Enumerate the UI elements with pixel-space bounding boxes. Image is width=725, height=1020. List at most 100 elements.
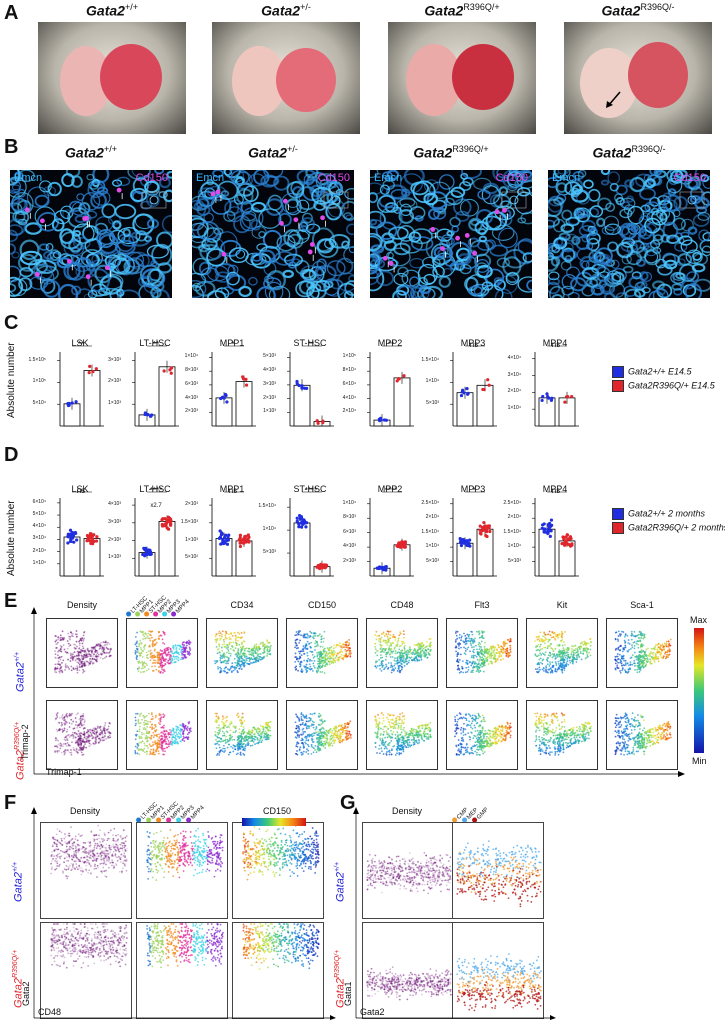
plot-title-st-hsc: ST-HSC <box>293 338 327 348</box>
pop-name: GMP <box>476 806 490 821</box>
dot-plot-mpp3 <box>450 491 497 577</box>
panel-label-a: A <box>4 2 19 24</box>
legend-swatch <box>612 508 624 520</box>
significance-mpp1: ns <box>228 486 238 495</box>
genotype-title-b-2-sup: R396Q/+ <box>452 144 489 154</box>
genotype-title-a-3-sup: R396Q/- <box>640 2 675 12</box>
dot-plot-st-hsc <box>287 345 334 427</box>
trimap-0-1 <box>126 618 198 688</box>
dot-plot-lt-hsc <box>132 491 179 577</box>
genotype-title-a-3-base: Gata2 <box>601 2 641 19</box>
dot-plot-mpp4 <box>532 345 579 427</box>
y-tick-label: 1.5×10⁴ <box>421 528 439 535</box>
y-tick-label: 1.5×10⁴ <box>503 528 521 535</box>
trimap-col-title-sca-1: Sca-1 <box>630 600 654 610</box>
trimap-0-3 <box>286 618 358 688</box>
genotype-title-a-1-base: Gata2 <box>261 2 301 19</box>
legend-swatch <box>612 366 624 378</box>
plot-title-mpp2: MPP2 <box>377 484 403 494</box>
row-label-sup: R396Q/+ <box>334 949 341 979</box>
significance-mpp2: **** <box>384 486 398 495</box>
y-ticks-mpp2: 2×10⁴ 4×10⁴ 6×10⁴ 8×10⁴ 1×10⁵ <box>326 352 356 426</box>
panel-label-d: D <box>4 444 19 466</box>
panelF-row-label-mut: Gata2R396Q/+ <box>12 950 25 1008</box>
row-label-base: Gata2 <box>14 662 27 692</box>
trimap-col-title-kit: Kit <box>556 600 568 610</box>
scatter-points <box>54 712 112 756</box>
y-tick-label: 1×10⁴ <box>32 559 46 566</box>
genotype-title-b-1-base: Gata2 <box>248 144 288 161</box>
scatter-points <box>366 966 452 1001</box>
panelG-row-label-mut: Gata2R396Q/+ <box>334 950 347 1008</box>
legend-item: Gata2R396Q/+ E14.5 <box>612 380 715 392</box>
micrograph-0: Emcn Cd150 <box>10 170 172 298</box>
trimap-1-3 <box>286 700 358 770</box>
trimap-1-0 <box>46 700 118 770</box>
genotype-title-a-0-sup: +/+ <box>124 2 138 12</box>
significance-lt-hsc: ** <box>152 340 160 349</box>
y-tick-label: 2×10³ <box>185 501 198 508</box>
y-tick-label: 2×10³ <box>185 408 198 415</box>
panelG-xlabel: Gata2 <box>360 1007 385 1017</box>
panel-label-c: C <box>4 312 19 334</box>
panelG-facs-1-1 <box>452 922 544 1019</box>
legend-label: Gata2+/+ 2 months <box>628 508 706 519</box>
scale-min: Min <box>692 756 707 766</box>
genotype-title-b-1: Gata2+/- <box>192 144 354 161</box>
y-tick-label: 1×10⁴ <box>425 543 439 550</box>
y-tick-label: 1×10⁴ <box>507 405 521 412</box>
dot-plot-mpp4 <box>532 491 579 577</box>
trimap-1-7 <box>606 700 678 770</box>
y-tick-label: 1×10⁴ <box>342 499 356 506</box>
row-label-sup: R396Q/+ <box>12 949 19 979</box>
vessel-network <box>370 170 532 298</box>
row-label-sup: +/+ <box>12 861 19 873</box>
panelF-facs-1-2 <box>232 922 324 1019</box>
trimap-0-5 <box>446 618 518 688</box>
dot-plot-mpp2 <box>367 345 414 427</box>
scatter-points <box>366 851 452 895</box>
micrograph-3: Emcn Cd150 <box>548 170 710 298</box>
row-label-sup: +/+ <box>334 861 341 873</box>
genotype-title-a-2-sup: R396Q/+ <box>463 2 500 12</box>
panelF-facs-1-1 <box>136 922 228 1019</box>
y-tick-label: 4×10⁴ <box>507 354 521 361</box>
dot-plot-lt-hsc <box>132 345 179 427</box>
legend-label: Gata2R396Q/+ 2 months <box>628 522 725 533</box>
significance-mpp3: ns <box>469 340 479 349</box>
y-ticks-mpp3: 5×10³ 1×10⁴ 1.5×10⁴ 2×10⁴ 2.5×10⁴ <box>409 498 439 576</box>
dot-plot-mpp2 <box>367 491 414 577</box>
stain-label-cd150: Cd150 <box>495 172 528 184</box>
genotype-title-a-3: Gata2R396Q/- <box>564 2 712 19</box>
legend-label: Gata2R396Q/+ E14.5 <box>628 380 715 391</box>
y-tick-label: 5×10³ <box>426 400 439 407</box>
y-tick-label: 2×10⁴ <box>425 514 439 521</box>
genotype-title-b-0-base: Gata2 <box>65 144 104 161</box>
vessel-network <box>548 170 710 298</box>
vessel-network <box>10 170 172 298</box>
trimap-1-6 <box>526 700 598 770</box>
trimap-xlabel: Trimap-1 <box>46 767 82 777</box>
scatter-points <box>454 712 512 756</box>
y-tick-label: 1.5×10⁴ <box>421 356 439 363</box>
y-ticks-lt-hsc: 1×10³ 2×10³ 3×10³ <box>91 352 121 426</box>
cd150-colorbar <box>242 818 306 826</box>
dot-plot-st-hsc <box>287 491 334 577</box>
y-ticks-st-hsc: 1×10³ 2×10³ 3×10³ 4×10³ 5×10³ <box>246 352 276 426</box>
y-tick-label: 8×10³ <box>185 367 198 374</box>
y-tick-label: 1×10⁴ <box>425 378 439 385</box>
y-tick-label: 5×10⁴ <box>32 400 46 407</box>
y-tick-label: 2×10³ <box>343 557 356 564</box>
y-tick-label: 1×10³ <box>185 536 198 543</box>
panelG-facs-0-0 <box>362 822 454 919</box>
significance-st-hsc: ** <box>307 340 315 349</box>
scatter-points <box>214 712 272 756</box>
stain-label-emcn: Emcn <box>374 172 403 184</box>
embryo-photo-r396q-null <box>564 22 712 134</box>
trimap-col-title-cd34: CD34 <box>230 600 254 610</box>
plot-title-mpp4: MPP4 <box>542 484 568 494</box>
plot-title-mpp3: MPP3 <box>460 338 486 348</box>
y-tick-label: 4×10⁴ <box>342 394 356 401</box>
y-tick-label: 5×10³ <box>508 557 521 564</box>
row-label-base: Gata2 <box>334 978 347 1008</box>
